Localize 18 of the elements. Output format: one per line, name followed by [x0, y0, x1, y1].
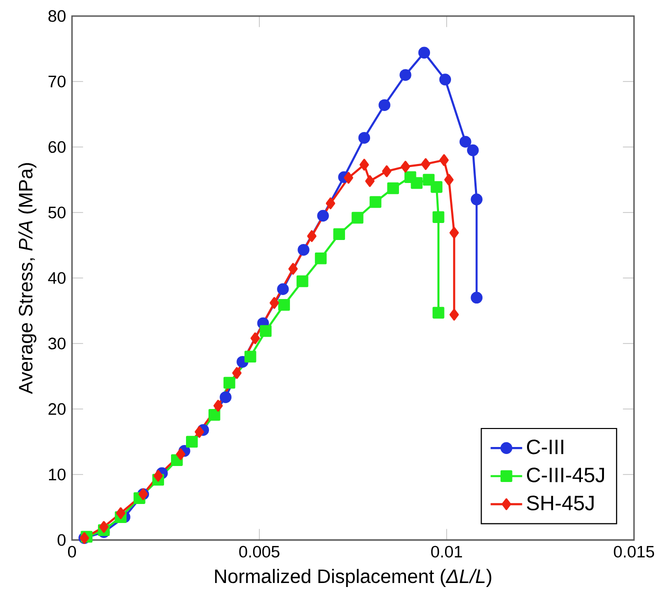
- y-tick-label: 10: [48, 468, 66, 480]
- legend-label: C-III-45J: [527, 468, 604, 482]
- y-tick-label: 40: [48, 272, 66, 284]
- x-tick-label: 0.015: [614, 546, 654, 558]
- legend-label: C-III: [527, 440, 564, 454]
- y-tick-label: 70: [48, 76, 66, 88]
- y-tick-label: 60: [48, 141, 66, 153]
- x-tick-label: 0.005: [239, 546, 280, 558]
- y-tick-label: 80: [48, 10, 66, 22]
- y-tick-label: 0: [58, 534, 66, 546]
- x-axis-title: Normalized Displacement (ΔL/L): [215, 568, 492, 587]
- x-tick-label: 0: [68, 546, 76, 558]
- y-axis-title: Average Stress, P/A (MPa): [18, 163, 36, 394]
- y-tick-label: 50: [48, 206, 66, 218]
- x-tick-label: 0.01: [431, 546, 462, 558]
- y-tick-label: 20: [48, 403, 66, 415]
- y-tick-label: 30: [48, 338, 66, 350]
- legend-label: SH-45J: [526, 496, 594, 510]
